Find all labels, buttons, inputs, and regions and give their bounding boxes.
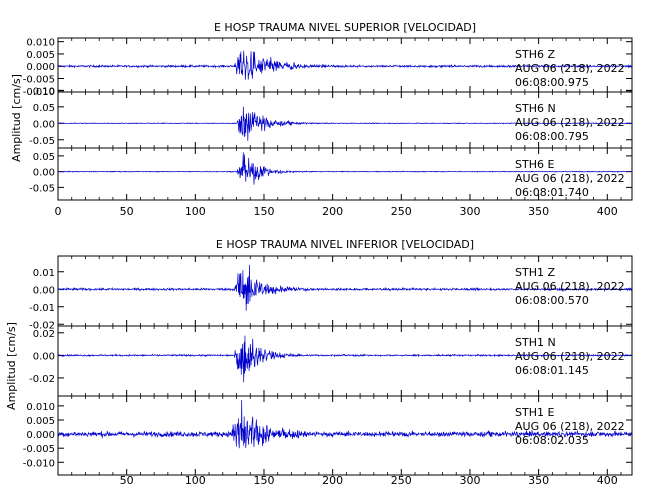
panel-1-1-ytick-label: 0.00 — [33, 351, 55, 362]
y-axis-label-inferior: Amplitud [cm/s] — [5, 322, 18, 410]
panel-0-1-waveform-line — [57, 106, 633, 141]
panel-1-0-ytick-label: -0.02 — [29, 320, 55, 331]
x-tick-label-0: 200 — [322, 205, 343, 218]
panel-0-0-channel-label: STH6 Z — [515, 48, 555, 61]
x-tick-label-1: 300 — [459, 474, 480, 487]
chart-title-inferior: E HOSP TRAUMA NIVEL INFERIOR [VELOCIDAD] — [216, 238, 474, 251]
panel-0-1-ytick-label: 0.05 — [33, 103, 55, 114]
x-tick-label-1: 50 — [120, 474, 134, 487]
panel-1-0-waveform-line — [57, 264, 633, 311]
panel-0-2-date-label: AUG 06 (218), 2022 — [515, 172, 625, 185]
panel-0-0-ytick-label: 0.010 — [26, 38, 55, 49]
panel-1-1-ytick-label: -0.02 — [29, 374, 55, 385]
panel-0-1-channel-label: STH6 N — [515, 102, 556, 115]
panel-1-2-waveform-line — [57, 399, 633, 449]
panel-0-2-ytick-label: 0.00 — [33, 168, 55, 179]
panel-1-1-time-label: 06:08:01.145 — [515, 364, 589, 377]
panel-1-1-waveform-line — [57, 335, 633, 383]
x-tick-label-1: 400 — [597, 474, 618, 487]
panel-1-2-time-label: 06:08:02.035 — [515, 434, 589, 447]
x-tick-label-0: 50 — [120, 205, 134, 218]
panel-0-0-ytick-label: -0.005 — [23, 75, 55, 86]
panel-1-2-ytick-label: 0.010 — [26, 402, 55, 413]
panel-1-2-frame — [57, 395, 633, 476]
panel-0-2-frame — [57, 147, 633, 201]
panel-0-2-time-label: 06:08:01.740 — [515, 186, 589, 199]
x-tick-label-1: 100 — [185, 474, 206, 487]
x-tick-label-0: 100 — [185, 205, 206, 218]
panel-1-0-date-label: AUG 06 (218), 2022 — [515, 280, 625, 293]
panel-0-0-waveform-line — [57, 50, 633, 80]
panel-1-2-date-label: AUG 06 (218), 2022 — [515, 420, 625, 433]
chart-title-superior: E HOSP TRAUMA NIVEL SUPERIOR [VELOCIDAD] — [214, 21, 476, 34]
x-tick-label-1: 250 — [391, 474, 412, 487]
panel-0-2-channel-label: STH6 E — [515, 158, 554, 171]
y-axis-label-superior: Amplitud [cm/s] — [10, 74, 23, 162]
x-tick-label-0: 400 — [597, 205, 618, 218]
panel-0-1-ytick-label: -0.05 — [29, 136, 55, 147]
x-tick-label-1: 150 — [253, 474, 274, 487]
panel-1-2-ytick-label: -0.010 — [23, 458, 55, 469]
panel-1-2-ytick-label: -0.005 — [23, 444, 55, 455]
panel-0-0-time-label: 06:08:00.975 — [515, 76, 589, 89]
panel-1-0-ytick-label: 0.00 — [33, 285, 55, 296]
panel-0-1-time-label: 06:08:00.795 — [515, 130, 589, 143]
panel-1-1-date-label: AUG 06 (218), 2022 — [515, 350, 625, 363]
panel-0-1-ytick-label: 0.10 — [33, 86, 55, 97]
panel-1-2-ytick-label: 0.005 — [26, 416, 55, 427]
panel-0-0-ytick-label: 0.000 — [26, 62, 55, 73]
panel-1-1-ytick-label: 0.02 — [33, 329, 55, 340]
panel-1-2-ytick-label: 0.000 — [26, 430, 55, 441]
panel-0-2-ytick-label: 0.05 — [33, 152, 55, 163]
x-tick-label-0: 0 — [55, 205, 62, 218]
panel-1-0-ytick-label: 0.01 — [33, 268, 55, 279]
x-tick-label-1: 200 — [322, 474, 343, 487]
panel-1-2-channel-label: STH1 E — [515, 406, 554, 419]
panel-1-0-channel-label: STH1 Z — [515, 266, 555, 279]
panel-1-0-ytick-label: -0.01 — [29, 303, 55, 314]
panel-0-2-waveform-line — [57, 152, 633, 185]
panel-0-1-date-label: AUG 06 (218), 2022 — [515, 116, 625, 129]
x-tick-label-0: 250 — [391, 205, 412, 218]
x-tick-label-0: 150 — [253, 205, 274, 218]
panel-0-1-ytick-label: 0.00 — [33, 119, 55, 130]
x-tick-label-1: 350 — [528, 474, 549, 487]
x-tick-label-0: 300 — [459, 205, 480, 218]
x-tick-label-0: 350 — [528, 205, 549, 218]
panel-0-0-ytick-label: 0.005 — [26, 50, 55, 61]
panel-0-0-date-label: AUG 06 (218), 2022 — [515, 62, 625, 75]
panel-1-0-time-label: 06:08:00.570 — [515, 294, 589, 307]
panel-0-2-ytick-label: -0.05 — [29, 183, 55, 194]
panel-1-1-channel-label: STH1 N — [515, 336, 556, 349]
panel-0-0-ytick-label: -0.010 — [23, 87, 55, 98]
